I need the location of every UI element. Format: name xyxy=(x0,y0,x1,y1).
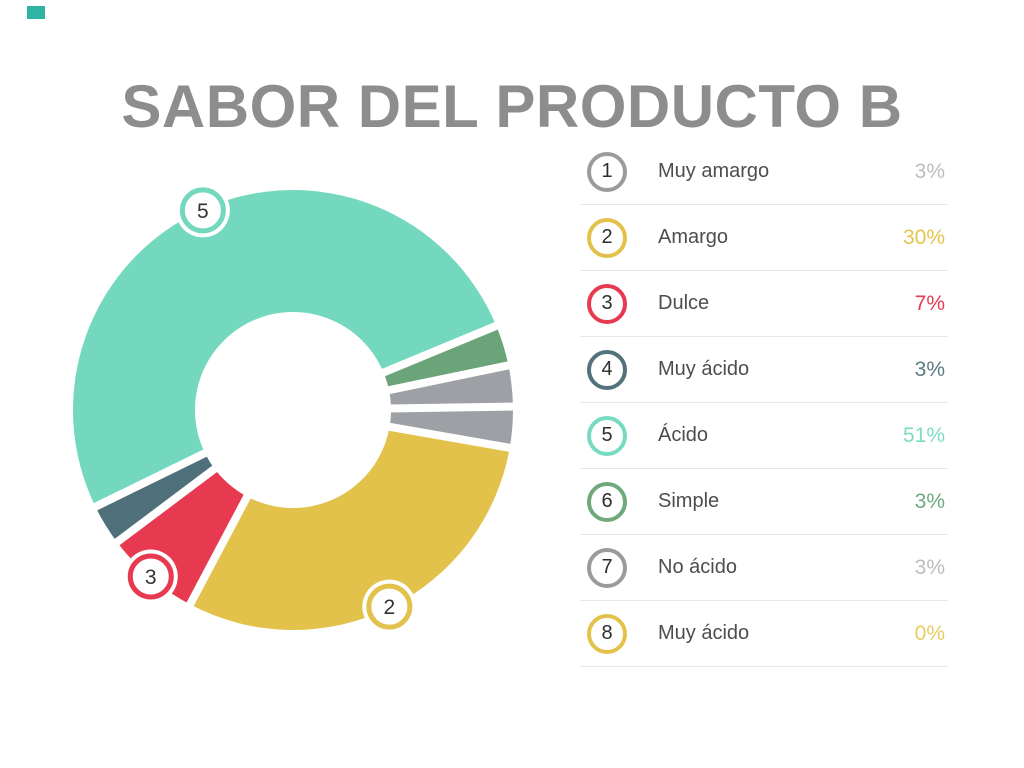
legend-number-circle: 2 xyxy=(587,217,627,258)
page-title: SABOR DEL PRODUCTO B xyxy=(121,73,903,141)
legend-row-2: 2 Amargo 30% xyxy=(580,205,948,271)
legend-number-circle: 6 xyxy=(587,481,627,522)
legend-value: 3% xyxy=(914,357,945,381)
legend-label: Muy amargo xyxy=(658,160,770,182)
donut-hole xyxy=(195,312,391,508)
legend-value: 0% xyxy=(914,621,945,645)
legend-label: No ácido xyxy=(658,556,737,578)
legend-label: Simple xyxy=(658,490,720,512)
legend-value: 3% xyxy=(914,159,945,183)
legend-row-6: 6 Simple 3% xyxy=(580,469,948,535)
legend-row-3: 3 Dulce 7% xyxy=(580,271,948,337)
legend-value: 51% xyxy=(902,423,945,447)
legend-label: Ácido xyxy=(658,424,709,446)
badge-ring xyxy=(127,553,174,600)
legend-label: Muy ácido xyxy=(658,622,750,644)
legend-row-4: 4 Muy ácido 3% xyxy=(580,337,948,403)
legend-row-7: 7 No ácido 3% xyxy=(580,535,948,601)
badge-number: 5 xyxy=(197,200,209,223)
legend-number-circle: 7 xyxy=(587,547,627,588)
legend-label: Muy ácido xyxy=(658,358,750,380)
legend-number-circle: 5 xyxy=(587,415,627,456)
corner-accent-square xyxy=(27,6,45,19)
legend-value: 3% xyxy=(914,555,945,579)
legend-number-circle: 8 xyxy=(587,613,627,654)
legend-row-1: 1 Muy amargo 3% xyxy=(580,139,948,205)
legend-number-circle: 4 xyxy=(587,349,627,390)
legend-value: 7% xyxy=(914,291,945,315)
slice-badges: 2 3 5 xyxy=(123,183,417,634)
legend-label: Dulce xyxy=(658,292,710,314)
legend-value: 3% xyxy=(914,489,945,513)
chart-legend: 1 Muy amargo 3% 2 Amargo 30% 3 Dulce 7% 4 Muy ácid… xyxy=(580,139,948,667)
legend-number-circle: 3 xyxy=(587,283,627,324)
slice-badge-5: 5 xyxy=(175,183,230,238)
slice-badge-3: 3 xyxy=(123,549,178,604)
badge-ring xyxy=(179,187,226,234)
legend-value: 30% xyxy=(902,225,945,249)
badge-number: 2 xyxy=(384,596,396,619)
legend-label: Amargo xyxy=(658,226,729,248)
badge-ring xyxy=(366,583,413,630)
badge-number: 3 xyxy=(145,566,157,589)
legend-number-circle: 1 xyxy=(587,151,627,192)
legend-row-5: 5 Ácido 51% xyxy=(580,403,948,469)
legend-row-8: 8 Muy ácido 0% xyxy=(580,601,948,667)
slice-badge-2: 2 xyxy=(362,579,417,634)
